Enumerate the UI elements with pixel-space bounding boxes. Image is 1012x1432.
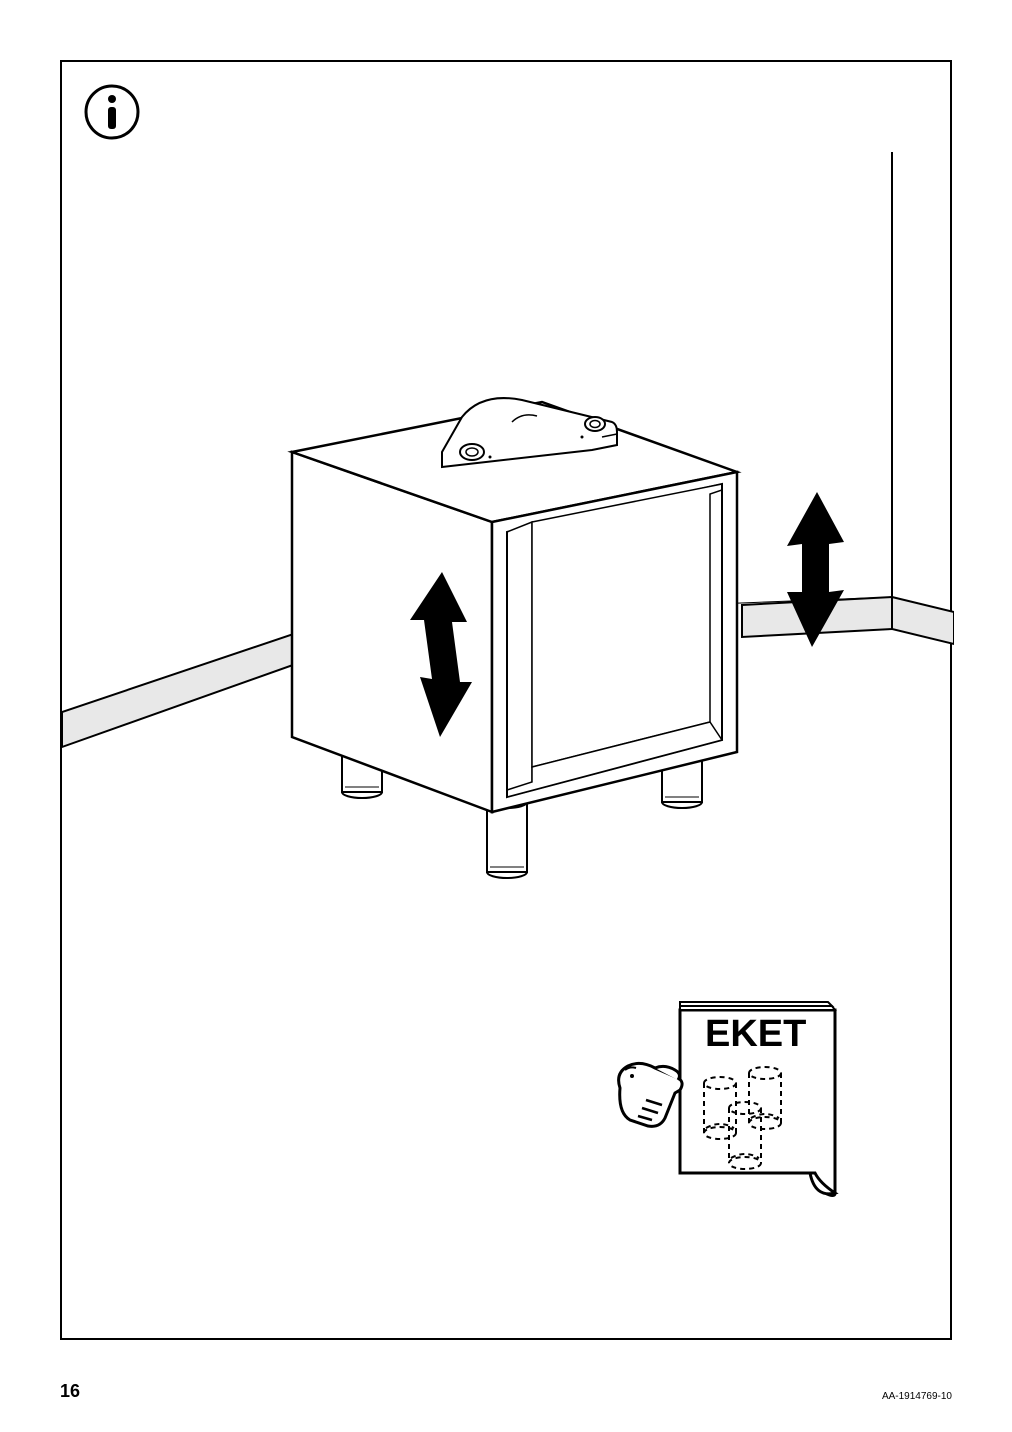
main-diagram bbox=[62, 122, 954, 1002]
pointing-hand-icon bbox=[619, 1063, 682, 1126]
reference-booklet: EKET bbox=[610, 998, 850, 1218]
page-number: 16 bbox=[60, 1381, 80, 1402]
booklet-title: EKET bbox=[705, 1013, 806, 1055]
instruction-page: EKET bbox=[60, 60, 952, 1340]
cube-cabinet bbox=[292, 402, 737, 812]
document-id: AA-1914769-10 bbox=[882, 1391, 952, 1402]
